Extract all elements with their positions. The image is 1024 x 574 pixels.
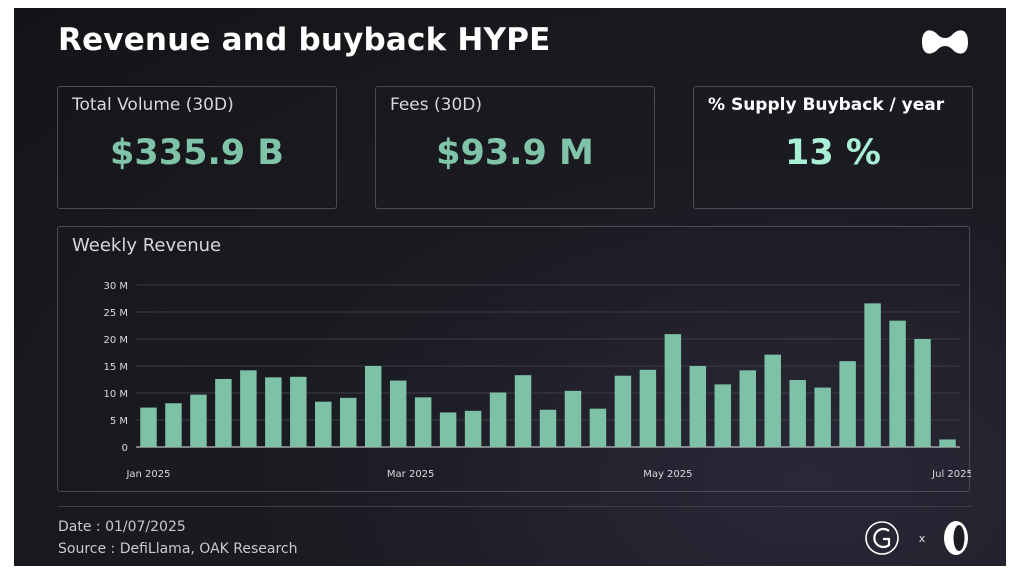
bar — [614, 375, 632, 447]
x-tick-label: Jan 2025 — [125, 469, 170, 480]
weekly-revenue-chart: 0 5 M 10 M 15 M 20 M 25 M 30 M Jan 2025 Mar 2025… — [103, 281, 971, 480]
footer-source: Source : DefiLlama, OAK Research — [58, 541, 298, 557]
bar — [514, 375, 532, 447]
bar — [190, 394, 207, 447]
x-tick-label: Jul 2025 — [931, 469, 971, 480]
bar — [315, 401, 332, 447]
bar — [739, 370, 756, 447]
fees-card: Fees (30D) $93.9 M — [375, 86, 655, 209]
bar — [215, 378, 232, 447]
bar — [364, 366, 382, 447]
footer-divider — [58, 506, 972, 507]
x-tick-label: Mar 2025 — [387, 469, 435, 480]
bar — [165, 403, 182, 447]
y-tick-label: 20 M — [103, 335, 128, 346]
fees-value: $93.9 M — [436, 133, 594, 173]
logos-separator: x — [919, 532, 926, 545]
y-tick-label: 10 M — [103, 389, 128, 400]
chart-title: Weekly Revenue — [72, 235, 222, 256]
y-tick-label: 30 M — [103, 281, 128, 292]
weekly-revenue-card: Weekly Revenue 0 5 M 10 M 15 M 20 M 25 M 30 M J… — [57, 226, 971, 492]
y-tick-label: 25 M — [103, 308, 128, 319]
bar — [789, 380, 806, 447]
bar — [564, 390, 582, 447]
bar — [539, 409, 557, 447]
bar — [439, 412, 457, 447]
bar — [414, 397, 432, 447]
bar — [689, 366, 707, 447]
y-tick-label: 5 M — [110, 416, 128, 427]
bar — [814, 387, 831, 447]
bar — [265, 377, 282, 447]
supply-buyback-card: % Supply Buyback / year 13 % — [693, 86, 973, 209]
bar — [589, 408, 607, 447]
total-volume-label: Total Volume (30D) — [72, 95, 234, 115]
y-tick-label: 15 M — [103, 362, 128, 373]
bar — [464, 410, 482, 447]
total-volume-card: Total Volume (30D) $335.9 B — [57, 86, 337, 209]
bar — [764, 354, 781, 447]
bar — [489, 392, 507, 447]
supply-buyback-value: 13 % — [785, 133, 881, 173]
slide: Revenue and buyback HYPE Total Volume (3… — [14, 8, 1006, 566]
bar — [864, 303, 881, 447]
bar — [914, 339, 931, 447]
x-tick-label: May 2025 — [643, 469, 692, 480]
bar — [839, 361, 856, 447]
y-tick-label: 0 — [122, 443, 128, 454]
bar — [340, 397, 357, 447]
page-title: Revenue and buyback HYPE — [58, 22, 551, 58]
bar — [889, 320, 906, 447]
bar — [140, 407, 157, 447]
total-volume-value: $335.9 B — [110, 133, 284, 173]
oak-research-logo-icon — [944, 521, 968, 555]
bar — [714, 384, 732, 447]
hyperliquid-logo-icon — [922, 30, 968, 54]
bar — [240, 370, 257, 447]
bar — [664, 334, 682, 447]
g-brand-logo-icon — [865, 521, 899, 555]
bar — [389, 380, 407, 447]
footer-date: Date : 01/07/2025 — [58, 519, 186, 535]
partner-logos: x — [865, 521, 968, 555]
bar — [639, 369, 657, 447]
fees-label: Fees (30D) — [390, 95, 483, 115]
supply-buyback-label: % Supply Buyback / year — [708, 95, 945, 115]
bar — [939, 439, 956, 447]
bar — [290, 376, 307, 447]
